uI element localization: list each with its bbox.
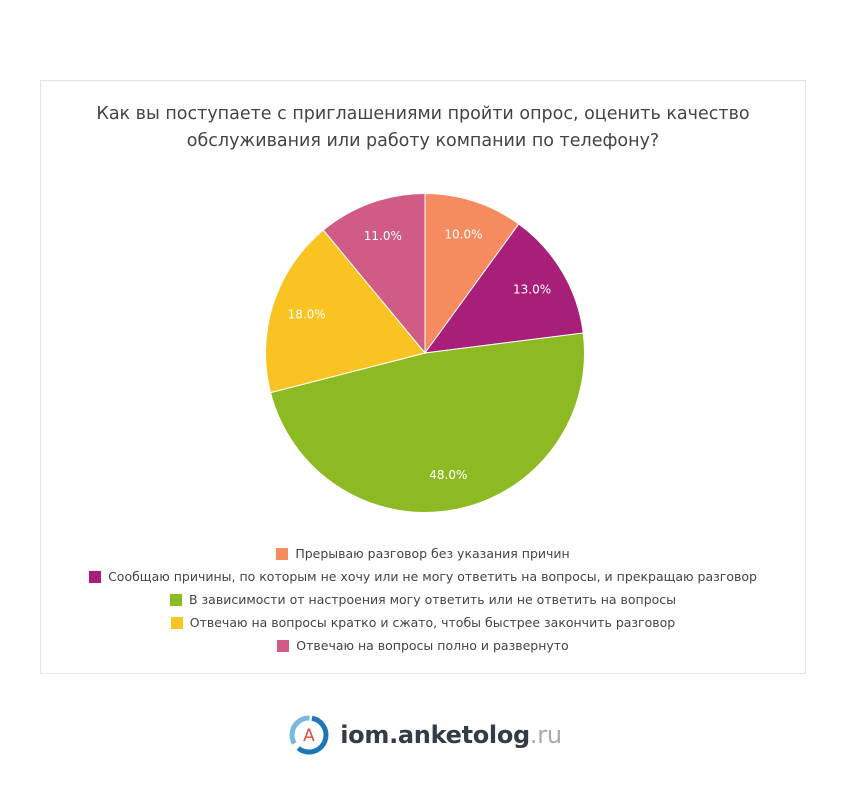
brand-domain: iom.anketolog xyxy=(340,721,530,749)
legend-item[interactable]: Отвечаю на вопросы кратко и сжато, чтобы… xyxy=(170,611,676,634)
legend-swatch xyxy=(169,593,182,606)
chart-title-line-1: Как вы поступаете с приглашениями пройти… xyxy=(96,104,750,124)
brand-footer: A iom.anketolog.ru xyxy=(0,712,848,758)
chart-legend: Прерываю разговор без указания причин Со… xyxy=(41,542,805,657)
pie-data-label-1: 10.0% xyxy=(444,228,482,242)
pie-data-label-4: 18.0% xyxy=(288,308,326,322)
legend-item[interactable]: Сообщаю причины, по которым не хочу или … xyxy=(89,565,757,588)
pie-slice-1[interactable] xyxy=(424,192,520,355)
legend-item[interactable]: В зависимости от настроения могу ответит… xyxy=(169,588,677,611)
pie-slice-2[interactable] xyxy=(423,223,584,354)
chart-card: Как вы поступаете с приглашениями пройти… xyxy=(40,80,806,674)
pie-slice-4[interactable] xyxy=(265,229,426,394)
logo-letter: A xyxy=(303,726,315,746)
chart-title: Как вы поступаете с приглашениями пройти… xyxy=(41,101,805,155)
pie-chart: 10.0% 13.0% 48.0% 18.0% 11.0% xyxy=(265,192,585,513)
brand-name[interactable]: iom.anketolog.ru xyxy=(340,721,562,749)
legend-swatch xyxy=(276,547,289,560)
chart-title-line-2: обслуживания или работу компании по теле… xyxy=(186,131,660,151)
pie-slice-5[interactable] xyxy=(322,192,426,355)
brand-tld: .ru xyxy=(529,721,562,749)
pie-slice-3[interactable] xyxy=(269,332,585,513)
legend-label: Прерываю разговор без указания причин xyxy=(295,546,570,561)
legend-swatch xyxy=(89,570,102,583)
legend-swatch xyxy=(170,616,183,629)
pie-data-label-5: 11.0% xyxy=(364,229,402,243)
legend-label: Отвечаю на вопросы полно и развернуто xyxy=(296,638,569,653)
pie-data-label-3: 48.0% xyxy=(429,468,467,482)
legend-item[interactable]: Прерываю разговор без указания причин xyxy=(276,542,570,565)
legend-label: В зависимости от настроения могу ответит… xyxy=(188,592,677,607)
legend-label: Сообщаю причины, по которым не хочу или … xyxy=(108,569,757,584)
legend-label: Отвечаю на вопросы кратко и сжато, чтобы… xyxy=(189,615,676,630)
pie-data-label-2: 13.0% xyxy=(513,283,551,297)
legend-item[interactable]: Отвечаю на вопросы полно и развернуто xyxy=(277,634,569,657)
anketolog-logo-icon: A xyxy=(289,715,329,755)
legend-swatch xyxy=(277,639,290,652)
